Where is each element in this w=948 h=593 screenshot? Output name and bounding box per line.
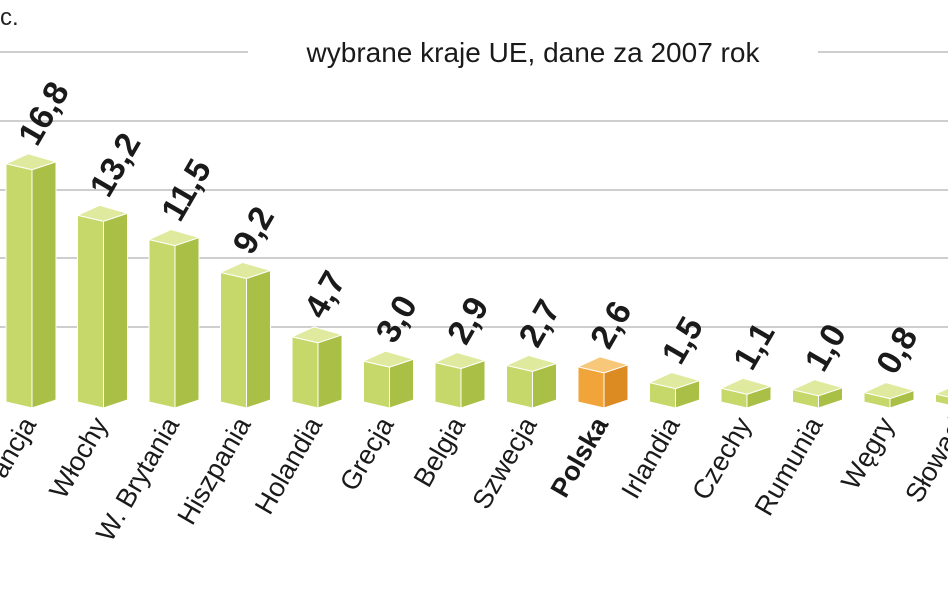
- bar-face-right: [103, 212, 128, 409]
- bar-5: [290, 326, 344, 409]
- value-label: 3,0: [369, 289, 426, 349]
- category-label: Czechy: [686, 412, 757, 505]
- category-label: Holandia: [249, 411, 329, 519]
- bar-face-left: [148, 238, 176, 409]
- category-label: Włochy: [43, 412, 113, 504]
- value-label: 2,9: [440, 291, 497, 351]
- category-label: Irlandia: [615, 411, 686, 504]
- bar-face-top: [433, 351, 487, 370]
- bar-face-right: [317, 334, 343, 409]
- bar-1: [4, 153, 58, 409]
- bar-face-top: [504, 354, 559, 372]
- bar-face-top: [4, 153, 58, 171]
- bar-face-left: [220, 271, 247, 409]
- bar-face-top: [647, 372, 702, 390]
- category-label: ancja: [0, 411, 43, 483]
- bar-face-right: [246, 269, 271, 409]
- value-label: 1,1: [726, 316, 783, 376]
- corner-text: c.: [0, 4, 19, 31]
- bar-face-top: [790, 379, 845, 397]
- value-label: 4,7: [297, 265, 354, 325]
- category-label: Węgry: [835, 412, 900, 495]
- bar-2: [75, 204, 130, 409]
- value-label: 0,8: [869, 321, 926, 381]
- value-label: 13,2: [83, 127, 149, 203]
- category-label: Słowacj: [899, 412, 948, 508]
- bar-face-right: [389, 358, 414, 409]
- bar-face-right: [31, 161, 57, 409]
- bar-face-left: [363, 360, 390, 409]
- bar-4: [218, 261, 273, 409]
- bar-face-top: [862, 382, 916, 400]
- bar-13: [862, 382, 916, 409]
- bar-10: [647, 372, 702, 409]
- value-label: 9,2: [226, 201, 283, 261]
- bar-face-top: [361, 350, 416, 368]
- bar-11: [719, 377, 773, 409]
- bar-face-left: [5, 163, 33, 409]
- bar-8: [504, 354, 559, 409]
- value-label: 2,6: [583, 295, 640, 355]
- bar-12: [790, 379, 845, 409]
- category-label: Belgia: [408, 411, 472, 492]
- bar-face-right: [174, 236, 200, 409]
- bar-face-top: [75, 204, 130, 222]
- bar-face-left: [77, 214, 104, 409]
- bar-3: [147, 229, 201, 409]
- bar-14: [933, 387, 948, 406]
- bar-face-top: [576, 356, 630, 374]
- bar-face-left: [434, 361, 462, 409]
- bar-face-left: [935, 393, 948, 406]
- bar-6: [361, 350, 416, 409]
- bar-face-top: [933, 387, 948, 398]
- bar-face-left: [506, 364, 533, 409]
- bar-face-top: [290, 326, 344, 344]
- category-label: Polska: [545, 411, 615, 502]
- category-label: Hiszpania: [171, 411, 257, 530]
- bar-7: [433, 351, 487, 409]
- bar-9: [576, 356, 630, 409]
- bar-face-top: [147, 229, 201, 247]
- category-label: Grecja: [334, 411, 400, 496]
- category-label: Szwecja: [466, 411, 543, 514]
- bar-face-left: [291, 336, 319, 409]
- bar-face-left: [577, 366, 605, 409]
- category-label: Rumunia: [749, 411, 829, 520]
- value-label: 16,8: [11, 75, 77, 151]
- bar-face-top: [218, 261, 273, 279]
- value-label: 1,5: [655, 311, 712, 371]
- value-label: 2,7: [512, 293, 569, 353]
- bar-face-top: [719, 377, 773, 395]
- chart-subtitle: wybrane kraje UE, dane za 2007 rok: [248, 36, 818, 70]
